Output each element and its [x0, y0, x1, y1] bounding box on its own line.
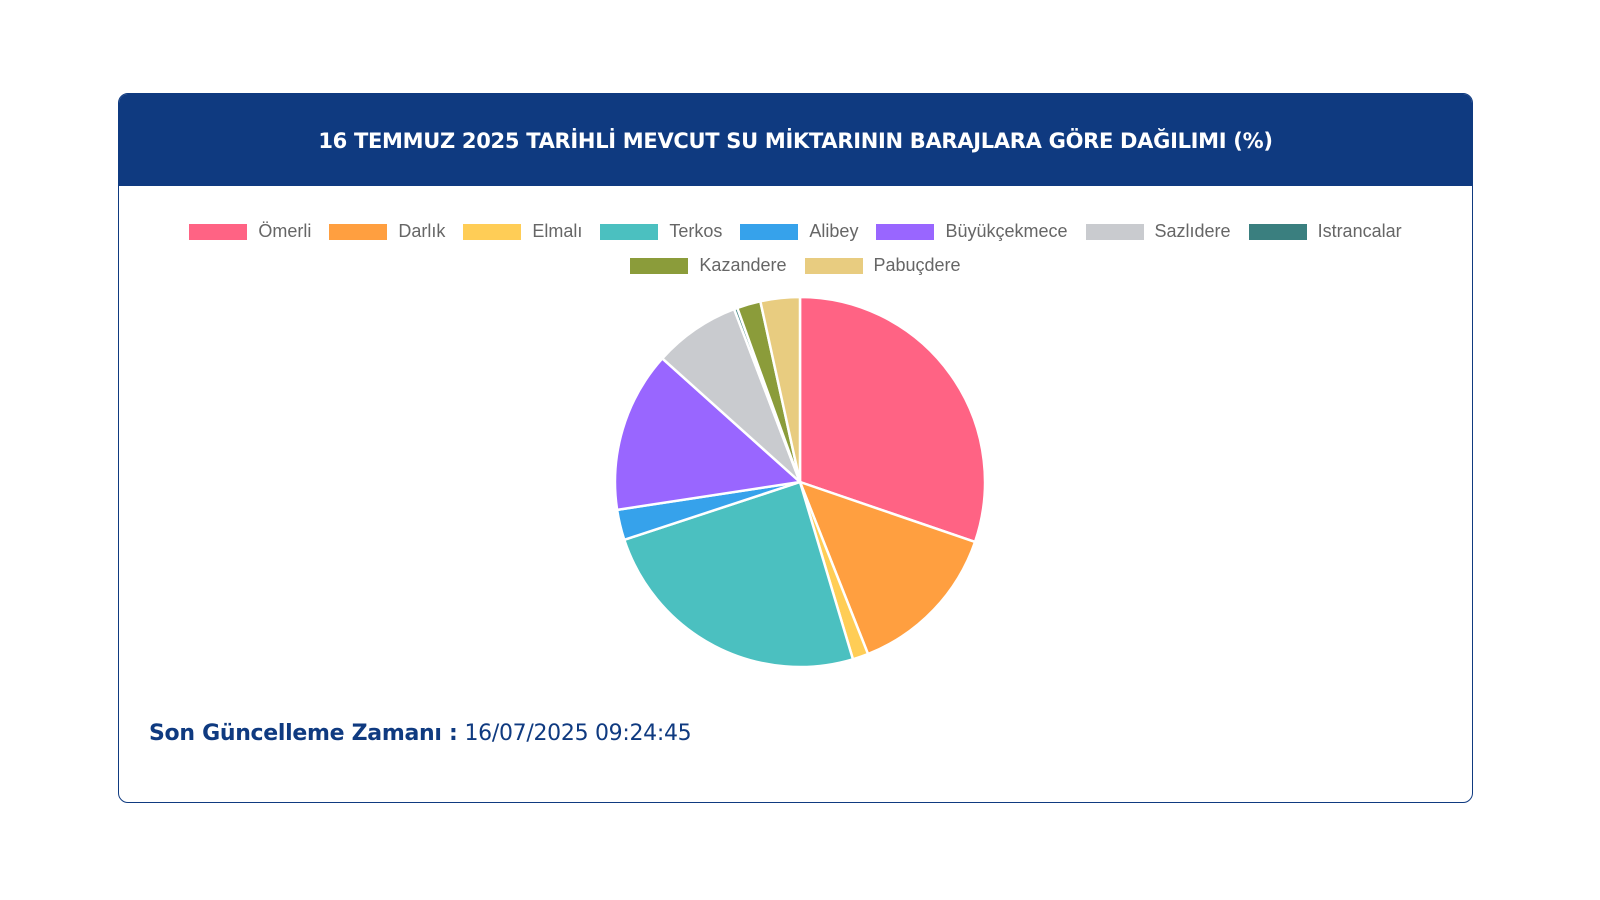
legend-label: Ömerli [258, 221, 312, 241]
chart-title: 16 TEMMUZ 2025 TARİHLİ MEVCUT SU MİKTARI… [318, 129, 1273, 153]
legend-item[interactable]: Elmalı [463, 221, 583, 241]
legend-swatch [600, 223, 659, 240]
legend-swatch [876, 223, 935, 240]
pie-slice-pabu-dere[interactable] [759, 295, 802, 484]
legend-swatch [740, 223, 799, 240]
legend-item[interactable]: Sazlıdere [1085, 221, 1231, 241]
legend-swatch [1085, 223, 1144, 240]
last-update: Son Güncelleme Zamanı : 16/07/2025 09:24… [149, 721, 692, 746]
legend-swatch [329, 223, 388, 240]
legend-label: Pabuçdere [873, 255, 961, 275]
pie-slice-b-y-k-ekmece[interactable] [613, 357, 802, 512]
legend-label: Darlık [398, 221, 446, 241]
legend-swatch [189, 223, 248, 240]
pie-slice-darl-k[interactable] [798, 480, 977, 656]
legend-item[interactable]: Pabuçdere [804, 255, 961, 275]
legend-item[interactable]: Kazandere [630, 255, 787, 275]
legend-item[interactable]: Darlık [329, 221, 446, 241]
pie-slice--merli[interactable] [798, 295, 987, 544]
legend-item[interactable]: Büyükçekmece [876, 221, 1068, 241]
legend-item[interactable]: Istrancalar [1248, 221, 1402, 241]
chart-card: 16 TEMMUZ 2025 TARİHLİ MEVCUT SU MİKTARI… [118, 93, 1473, 803]
legend-swatch [804, 257, 863, 274]
legend-item[interactable]: Alibey [740, 221, 859, 241]
legend-item[interactable]: Terkos [600, 221, 723, 241]
legend-swatch [1248, 223, 1307, 240]
legend-label: Istrancalar [1317, 221, 1402, 241]
legend-item[interactable]: Ömerli [189, 221, 312, 241]
legend-label: Büyükçekmece [945, 221, 1068, 241]
legend-label: Elmalı [532, 221, 583, 241]
legend-label: Sazlıdere [1154, 221, 1231, 241]
legend-label: Terkos [669, 221, 723, 241]
card-header: 16 TEMMUZ 2025 TARİHLİ MEVCUT SU MİKTARI… [119, 94, 1472, 186]
legend-label: Kazandere [699, 255, 787, 275]
legend-swatch [463, 223, 522, 240]
last-update-value: 16/07/2025 09:24:45 [464, 721, 692, 746]
legend-label: Alibey [809, 221, 859, 241]
last-update-label: Son Güncelleme Zamanı : [149, 721, 458, 746]
chart-legend: Ömerli Darlık Elmalı Terkos Alibey Büyükçekme… [119, 221, 1472, 275]
pie-slice-terkos[interactable] [623, 480, 855, 669]
legend-swatch [630, 257, 689, 274]
pie-chart [613, 295, 987, 669]
